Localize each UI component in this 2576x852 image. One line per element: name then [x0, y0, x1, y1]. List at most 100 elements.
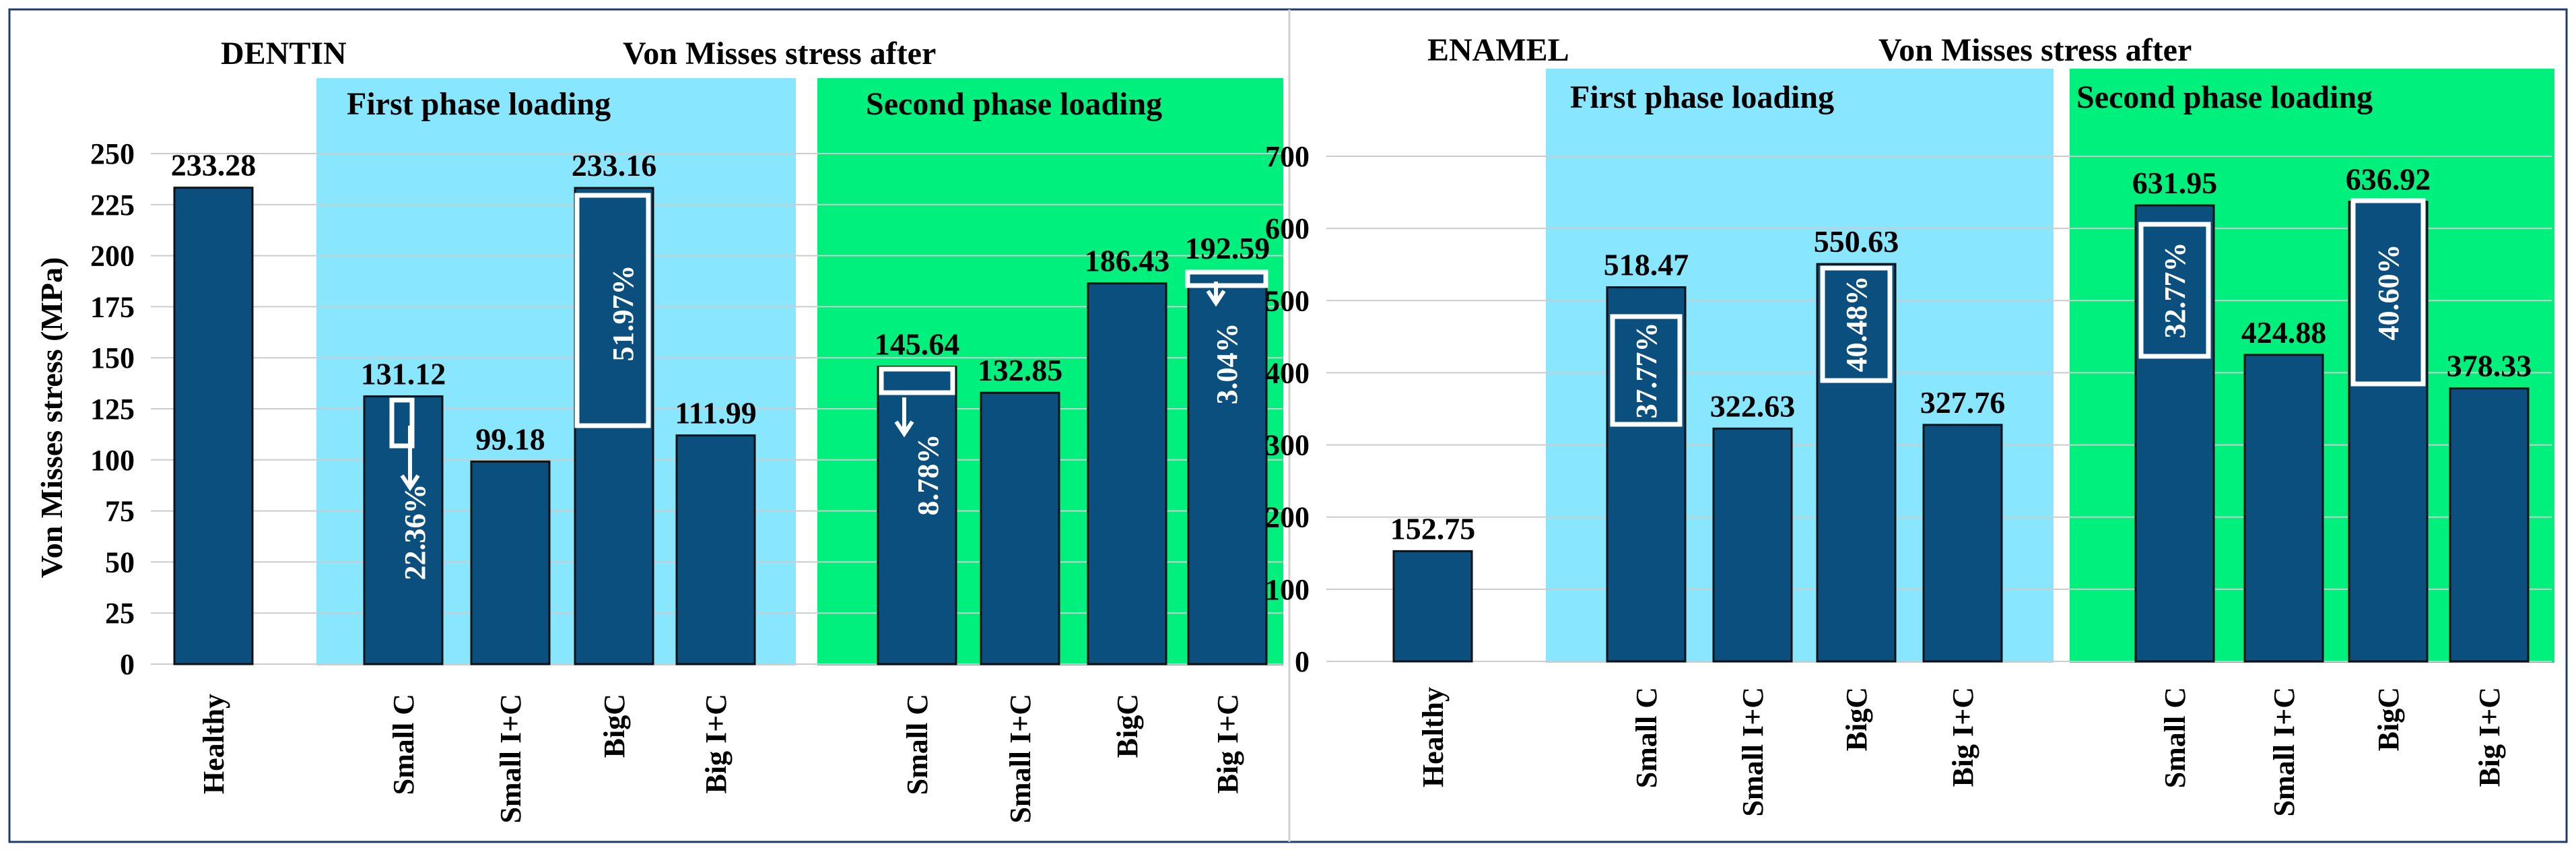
category-label: Small I+C — [1004, 694, 1037, 824]
y-axis-label: Von Misses stress (MPa) — [34, 257, 69, 579]
value-label: 131.12 — [361, 356, 446, 391]
bar — [1392, 550, 1473, 663]
percent-annotation: 37.77% — [1630, 323, 1663, 419]
y-tick-label: 150 — [90, 341, 135, 374]
bar — [1712, 427, 1793, 663]
category-label: Small I+C — [1736, 687, 1769, 817]
percent-annotation: 8.78% — [912, 434, 945, 516]
annotation-box — [1820, 265, 1893, 383]
annotation-box — [1610, 314, 1683, 427]
category-label: Big I+C — [1211, 694, 1244, 794]
category-label: Small I+C — [494, 694, 527, 824]
y-tick-label: 100 — [90, 444, 135, 477]
value-label: 424.88 — [2241, 315, 2327, 350]
percent-annotation: 40.60% — [2372, 244, 2405, 341]
annotation-box — [2350, 198, 2426, 387]
category-label: Small C — [2159, 687, 2192, 788]
value-label: 327.76 — [1920, 385, 2006, 420]
value-label: 636.92 — [2346, 162, 2431, 197]
category-label: Big I+C — [1946, 687, 1979, 787]
chart-title: Von Misses stress after — [623, 36, 936, 71]
category-label: Small I+C — [2268, 687, 2301, 817]
y-tick-label: 125 — [90, 393, 135, 426]
annotations: 22.36% 51.97% 8.78% 3.04% — [389, 193, 1268, 581]
bar — [877, 365, 957, 665]
y-tick-label: 250 — [90, 137, 135, 170]
y-tick-label: 100 — [1265, 573, 1310, 606]
percent-annotation: 22.36% — [399, 484, 432, 581]
category-label: BigC — [2372, 687, 2405, 751]
value-label: 322.63 — [1710, 389, 1796, 423]
value-labels: 233.28 131.12 99.18 233.16 111.99 145.64 132.8… — [171, 148, 1270, 457]
category-labels: Healthy Small C Small I+C BigC Big I+C Small … — [1417, 687, 2506, 817]
annotation-box — [1185, 269, 1268, 288]
category-labels: Healthy Small C Small I+C BigC Big I+C Small … — [197, 694, 1244, 824]
value-label: 233.16 — [572, 148, 657, 183]
value-label: 631.95 — [2132, 166, 2218, 200]
annotation-box — [574, 193, 651, 428]
category-label: Big I+C — [2473, 687, 2506, 787]
bar — [1087, 282, 1167, 665]
annotation-arrow-head — [400, 474, 420, 492]
category-label: Healthy — [1417, 687, 1450, 787]
value-label: 233.28 — [171, 148, 257, 183]
bars — [1392, 201, 2530, 663]
y-tick-label: 50 — [105, 546, 135, 579]
category-label: Small C — [901, 694, 934, 795]
value-label: 145.64 — [875, 327, 960, 361]
value-label: 111.99 — [675, 395, 756, 430]
grid-lines — [1326, 156, 2552, 662]
first-phase-label: First phase loading — [347, 86, 611, 122]
percent-annotation: 51.97% — [607, 265, 640, 362]
annotation-box — [2138, 222, 2211, 359]
y-tick-labels: 700 600 500 400 300 200 100 0 — [1265, 140, 1310, 678]
bar — [173, 187, 254, 665]
category-label: Healthy — [197, 694, 230, 794]
first-phase-label: First phase loading — [1570, 79, 1834, 115]
value-label: 132.85 — [978, 353, 1063, 387]
y-tick-label: 200 — [90, 240, 135, 273]
bar — [363, 395, 444, 665]
category-label: Small C — [1630, 687, 1663, 788]
y-tick-label: 0 — [1295, 645, 1310, 678]
annotation-box — [389, 397, 415, 449]
annotation-arrow-head — [894, 420, 914, 438]
value-label: 550.63 — [1814, 224, 1899, 259]
value-labels: 152.75 518.47 322.63 550.63 327.76 631.95 424.… — [1390, 162, 2532, 546]
value-label: 378.33 — [2447, 349, 2532, 383]
category-label: BigC — [598, 694, 631, 758]
value-label: 518.47 — [1604, 247, 1689, 282]
category-label: BigC — [1111, 694, 1144, 758]
value-label: 152.75 — [1390, 511, 1476, 546]
y-tick-label: 400 — [1265, 356, 1310, 389]
y-tick-label: 225 — [90, 189, 135, 222]
percent-annotation: 3.04% — [1211, 323, 1244, 405]
section-label: DENTIN — [221, 36, 347, 71]
second-phase-label: Second phase loading — [866, 86, 1162, 122]
bar — [2449, 387, 2530, 663]
value-label: 192.59 — [1185, 231, 1270, 265]
y-tick-label: 700 — [1265, 140, 1310, 173]
annotations: 37.77% 40.48% 32.77% 40.60% — [1610, 198, 2426, 427]
percent-annotation: 40.48% — [1840, 276, 1873, 372]
value-label: 186.43 — [1085, 244, 1170, 278]
y-tick-label: 25 — [105, 597, 135, 630]
category-label: Small C — [387, 694, 420, 795]
y-tick-label: 600 — [1265, 212, 1310, 245]
second-phase-label: Second phase loading — [2076, 79, 2373, 115]
category-label: Big I+C — [700, 694, 733, 794]
y-tick-label: 75 — [105, 495, 135, 528]
y-tick-label: 500 — [1265, 284, 1310, 317]
chart-title: Von Misses stress after — [1878, 32, 2192, 68]
bar — [980, 391, 1060, 665]
y-tick-label: 175 — [90, 290, 135, 323]
y-tick-label: 0 — [120, 648, 135, 681]
percent-annotation: 32.77% — [2159, 242, 2192, 339]
enamel-panel: 700 600 500 400 300 200 100 0 152.75 518.47 322.6… — [1265, 32, 2554, 817]
bar — [470, 460, 551, 665]
value-label: 99.18 — [475, 422, 545, 456]
category-label: BigC — [1840, 687, 1873, 751]
